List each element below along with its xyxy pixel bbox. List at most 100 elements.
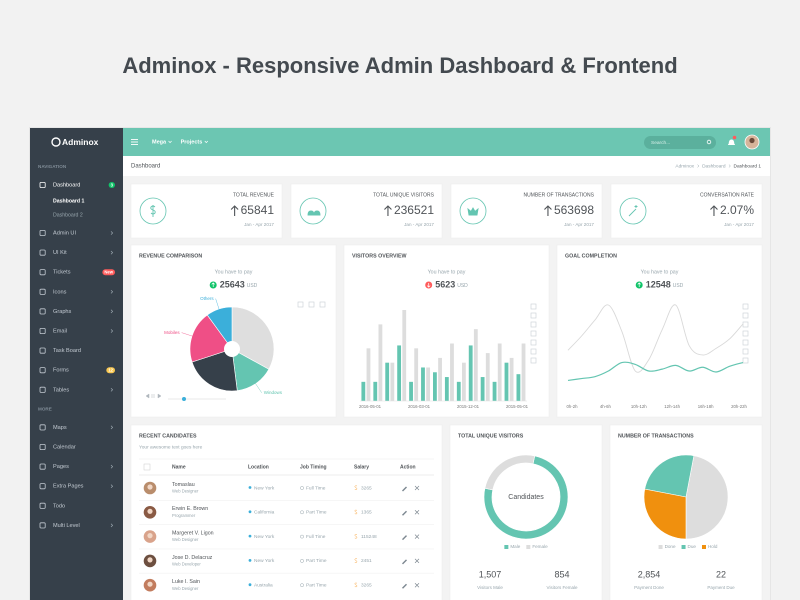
card-title: RECENT CANDIDATES — [139, 433, 197, 439]
breadcrumb-item[interactable]: Dashboard — [702, 163, 726, 169]
sidebar-item[interactable]: Multi Level — [53, 523, 80, 529]
stat-period: Jan - Apr 2017 — [564, 222, 594, 227]
chart-tool[interactable] — [297, 301, 304, 308]
stat-period: Jan - Apr 2017 — [244, 222, 274, 227]
bar — [414, 348, 419, 401]
sidebar-item[interactable]: Icons — [53, 289, 67, 295]
sidebar-subitem[interactable]: Dashboard 2 — [53, 212, 83, 218]
edit-action[interactable] — [402, 535, 407, 541]
chart-tool[interactable] — [530, 312, 537, 319]
submenu-chevron — [110, 231, 114, 235]
sidebar-item[interactable]: Tickets — [53, 270, 71, 276]
delete-action[interactable] — [414, 582, 420, 588]
bar — [456, 381, 461, 401]
chart-tool[interactable] — [319, 301, 326, 308]
candidate-name: Jose D. Delacruz — [172, 555, 213, 561]
sidebar-item[interactable]: Task Board — [53, 348, 81, 354]
chart-tool[interactable] — [742, 348, 749, 355]
chart-tool[interactable] — [530, 357, 537, 364]
location-icon — [248, 583, 252, 587]
sidebar-item[interactable]: UI Kit — [53, 250, 67, 256]
edit-action[interactable] — [402, 510, 407, 516]
salary: 2451 — [361, 558, 372, 564]
sidebar-item[interactable]: Extra Pages — [53, 484, 84, 490]
bar — [497, 343, 502, 401]
bar — [516, 374, 521, 401]
sidebar-subitem[interactable]: Dashboard 1 — [53, 198, 85, 204]
bar — [438, 357, 442, 401]
job-timing: Part Time — [306, 558, 327, 564]
line-series — [567, 304, 744, 373]
brand: Adminox — [62, 137, 99, 147]
sidebar-item[interactable]: Dashboard — [53, 182, 80, 188]
stat-label: NUMBER OF TRANSACTIONS — [524, 192, 595, 198]
edit-action[interactable] — [402, 583, 407, 589]
badge: 12 — [108, 368, 113, 373]
edit-action[interactable] — [402, 486, 407, 492]
edit-action[interactable] — [402, 559, 407, 565]
topbar-menu[interactable]: Mega — [152, 139, 167, 145]
column-header: Name — [172, 464, 186, 470]
sidebar-item[interactable]: Pages — [53, 464, 69, 470]
chart-tool[interactable] — [530, 330, 537, 337]
chart-tool[interactable] — [742, 330, 749, 337]
delete-action[interactable] — [414, 510, 420, 515]
salary-icon — [354, 582, 358, 588]
chart-tool[interactable] — [742, 339, 749, 346]
legend-label: Due — [688, 544, 697, 549]
breadcrumb-item[interactable]: Adminox — [675, 163, 694, 169]
location-icon — [248, 534, 252, 538]
bar — [461, 362, 466, 401]
stat-icon — [467, 207, 479, 216]
sidebar-item[interactable]: Maps — [53, 425, 67, 431]
clock-icon — [300, 583, 304, 588]
chart-tool[interactable] — [530, 303, 537, 310]
timeline-knob[interactable] — [182, 397, 186, 401]
sidebar-item[interactable]: Email — [53, 328, 67, 334]
pie-hole — [224, 341, 240, 357]
chart-tool[interactable] — [308, 301, 315, 308]
stat-icon-ring — [139, 197, 167, 225]
player-controls[interactable] — [145, 393, 162, 399]
salary-icon — [354, 509, 358, 515]
sidebar-item[interactable]: Tables — [53, 387, 69, 393]
clock-icon — [300, 559, 304, 563]
sidebar-item[interactable]: Todo — [53, 503, 65, 509]
sidebar-item[interactable]: Graphs — [53, 309, 72, 315]
chart-tool[interactable] — [530, 321, 537, 328]
salary-icon — [354, 485, 358, 490]
bar — [485, 353, 490, 401]
notification-bell[interactable] — [728, 139, 735, 146]
pie-slice — [685, 455, 729, 540]
sidebar-icon — [39, 386, 46, 393]
sidebar-item[interactable]: Calendar — [53, 444, 76, 450]
sidebar-item[interactable]: Admin UI — [53, 230, 76, 236]
location-icon — [248, 559, 252, 562]
stat-icon-ring — [299, 197, 327, 225]
legend-swatch — [658, 545, 663, 549]
candidate-name: Margeret V. Ligon — [172, 531, 214, 537]
select-all[interactable] — [143, 463, 151, 471]
sidebar-item[interactable]: Forms — [53, 368, 69, 374]
amount: 25643 — [220, 279, 245, 289]
currency: USD — [673, 283, 684, 289]
chart-tool[interactable] — [530, 339, 537, 346]
trend-arrow — [384, 205, 392, 216]
delete-action[interactable] — [414, 485, 420, 491]
breadcrumb-item: Dashboard 1 — [734, 163, 762, 169]
chart-tool[interactable] — [742, 312, 749, 319]
clock-icon — [300, 486, 304, 490]
bar — [361, 381, 366, 401]
submenu-chevron — [110, 289, 114, 294]
topbar-menu[interactable]: Projects — [181, 139, 203, 145]
legend: Done Due Hold — [658, 544, 718, 549]
delete-action[interactable] — [414, 534, 420, 539]
stat-value: 236521 — [394, 203, 434, 217]
chart-tool[interactable] — [742, 357, 749, 364]
chart-tool[interactable] — [530, 348, 537, 355]
chart-tool[interactable] — [742, 303, 749, 310]
delete-action[interactable] — [414, 558, 420, 564]
salary-icon — [354, 558, 358, 563]
bar — [480, 377, 485, 401]
search-box[interactable] — [644, 136, 716, 149]
